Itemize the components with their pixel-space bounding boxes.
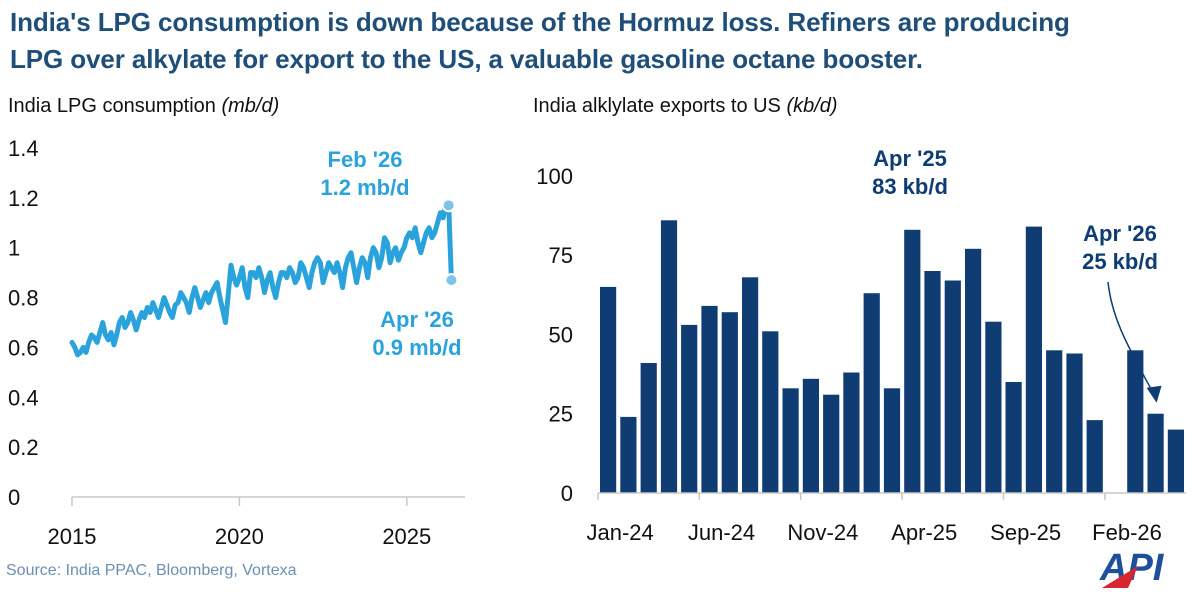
alky-bar-Dec-25: [1066, 353, 1083, 493]
alky-bar-Jul-25: [965, 248, 982, 493]
headline-line-2: LPG over alkylate for export to the US, …: [10, 44, 923, 74]
alky-bar-Nov-24: [802, 378, 819, 493]
headline: India's LPG consumption is down because …: [10, 4, 1190, 78]
lpg-series-line: [69, 200, 454, 358]
lpg-chart-title-main: India LPG consumption: [8, 95, 221, 117]
lpg-y-tick-label: 1.4: [8, 136, 39, 161]
lpg-y-tick-label: 1: [8, 236, 20, 261]
alky-annotation-0: Apr '25 83 kb/d: [872, 146, 948, 199]
lpg-annotation-1: Apr '26 0.9 mb/d: [372, 307, 461, 360]
lpg-x-tick-label: 2025: [382, 524, 431, 549]
alky-bar-Apr-25: [904, 229, 921, 494]
lpg-y-tick-label: 0: [8, 485, 20, 510]
alky-x-tick-label: Nov-24: [787, 520, 858, 545]
headline-line-1: India's LPG consumption is down because …: [10, 7, 1070, 37]
lpg-x-tick-label: 2020: [215, 524, 264, 549]
api-logo-text: API: [1099, 547, 1165, 589]
api-logo-swoosh: [1102, 566, 1138, 588]
alky-y-tick-label: 50: [549, 322, 573, 347]
alky-annotation-arrowhead: [1146, 385, 1162, 403]
alky-bar-Mar-26: [1127, 350, 1144, 493]
lpg-y-axis-ticks: 0 0.2 0.4 0.6 0.8 1 1.2 1.4: [8, 136, 39, 510]
lpg-x-axis-ticks: 2015 2020 2025: [48, 497, 431, 549]
alky-bar-Jun-25: [944, 280, 961, 493]
alky-bar-Mar-24: [640, 363, 657, 493]
alky-x-tick-label: Feb-26: [1092, 520, 1162, 545]
alky-annotations: Apr '25 83 kb/d Apr '26 25 kb/d: [872, 146, 1162, 403]
alky-bar-Oct-25: [1025, 226, 1042, 493]
lpg-y-tick-label: 0.4: [8, 385, 39, 410]
alky-x-tick-label: Apr-25: [891, 520, 957, 545]
alky-bar-May-26: [1167, 429, 1184, 493]
alky-bar-May-25: [924, 271, 941, 493]
lpg-y-tick-label: 1.2: [8, 186, 39, 211]
lpg-y-tick-label: 0.8: [8, 286, 39, 311]
lpg-annotation-0: Feb '26 1.2 mb/d: [320, 147, 409, 200]
alky-x-axis-ticks: Jan-24 Jun-24 Nov-24 Apr-25 Sep-25 Feb-26: [586, 493, 1162, 545]
alky-bar-Jun-24: [701, 305, 718, 493]
alky-bar-Oct-24: [782, 388, 799, 493]
alky-bar-Feb-25: [863, 293, 880, 493]
lpg-annotations: Feb '26 1.2 mb/d Apr '26 0.9 mb/d: [320, 147, 461, 360]
alky-bar-Sep-25: [1005, 382, 1022, 493]
alky-bar-Jan-26: [1086, 420, 1103, 493]
alky-bar-Jan-24: [600, 286, 617, 493]
alkylate-exports-chart: India alklylate exports to US (kb/d) 0 25…: [533, 95, 1186, 545]
alky-bar-Mar-25: [883, 388, 901, 493]
lpg-y-tick-label: 0.2: [8, 435, 39, 460]
alky-bar-Nov-25: [1046, 350, 1063, 493]
lpg-marker-apr26: [444, 273, 459, 288]
alky-x-tick-label: Jun-24: [688, 520, 755, 545]
alky-chart-title: India alklylate exports to US (kb/d): [533, 95, 838, 117]
alky-x-tick-label: Jan-24: [586, 520, 653, 545]
alky-bar-Jul-24: [721, 312, 738, 493]
lpg-x-tick-label: 2015: [48, 524, 97, 549]
alky-bars: [600, 220, 1184, 494]
alky-bar-Feb-24: [620, 416, 637, 493]
alky-bar-Aug-25: [985, 321, 1002, 493]
lpg-series: [69, 200, 454, 358]
alky-bar-May-24: [681, 324, 698, 493]
alky-bar-Jan-25: [843, 372, 860, 493]
alky-y-tick-label: 25: [549, 402, 573, 427]
alky-bar-Apr-24: [660, 220, 678, 494]
alky-y-tick-label: 0: [561, 481, 573, 506]
alky-y-tick-label: 100: [536, 164, 573, 189]
alky-annotation-arrow: [1107, 281, 1155, 395]
lpg-marker-feb26: [441, 198, 456, 213]
lpg-chart-title: India LPG consumption (mb/d): [8, 95, 279, 117]
alky-x-tick-label: Sep-25: [990, 520, 1061, 545]
lpg-chart-title-unit: (mb/d): [221, 95, 279, 117]
alky-y-tick-label: 75: [549, 243, 573, 268]
lpg-consumption-chart: India LPG consumption (mb/d) 00.20.40.60…: [8, 95, 465, 549]
alky-bar-Apr-26: [1147, 413, 1164, 493]
alky-chart-title-main: India alklylate exports to US: [533, 95, 786, 117]
api-logo-icon: API: [1099, 547, 1165, 589]
alky-bar-Aug-24: [742, 277, 759, 493]
alky-annotation-1: Apr '26 25 kb/d: [1082, 221, 1158, 274]
alky-bar-Dec-24: [823, 394, 840, 493]
alky-bar-Sep-24: [762, 331, 779, 493]
lpg-y-tick-label: 0.6: [8, 335, 39, 360]
alky-y-axis-ticks: 0 25 50 75 100: [536, 164, 573, 506]
source-note: Source: India PPAC, Bloomberg, Vortexa: [6, 562, 297, 579]
alky-chart-title-unit: (kb/d): [786, 95, 837, 117]
